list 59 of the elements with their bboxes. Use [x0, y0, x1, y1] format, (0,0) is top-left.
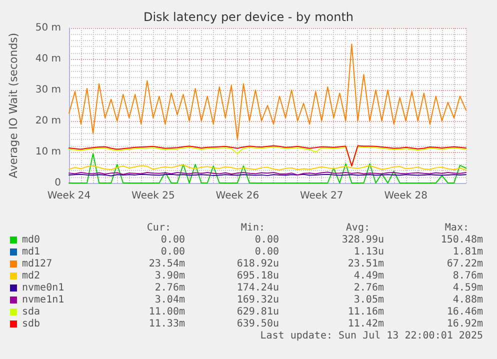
legend-label: md0	[22, 234, 40, 246]
text: 23.51m	[348, 258, 384, 270]
text: 16.46m	[446, 306, 483, 318]
legend-label: sdb	[22, 318, 40, 330]
text: 11.42m	[348, 318, 384, 330]
text: 3.05m	[354, 294, 384, 306]
y-tick-label: 30 m	[35, 84, 61, 96]
legend-label: sda	[22, 306, 40, 318]
text: Last update: Sun Jul 13 22:00:01 2025	[260, 330, 483, 342]
y-axis-title: Average IO Wait (seconds)	[7, 32, 20, 178]
text: 174.24u	[236, 282, 279, 294]
text: 150.48m	[440, 234, 483, 246]
text: 0.00	[254, 234, 279, 246]
text: 8.76m	[452, 270, 483, 282]
text: 0.00	[254, 246, 279, 258]
text: 4.88m	[452, 294, 483, 306]
y-tick-label: 10 m	[35, 146, 61, 158]
legend-label: md1	[22, 246, 40, 258]
text: 169.32u	[236, 294, 279, 306]
y-tick-label: 20 m	[35, 116, 61, 126]
x-tick-label: Week 24	[47, 190, 91, 202]
text: 629.81u	[236, 306, 279, 318]
text: 695.18u	[236, 270, 279, 282]
text: Avg:	[346, 222, 370, 234]
chart-title: Disk latency per device - by month	[143, 10, 354, 24]
x-tick-label: Week 28	[384, 190, 428, 202]
y-tick-label: 0	[54, 178, 61, 188]
text: 23.54m	[148, 258, 185, 270]
text: Max:	[444, 222, 469, 234]
text: Cur:	[146, 222, 171, 234]
text: 3.04m	[154, 294, 185, 306]
text: 3.90m	[154, 270, 185, 282]
y-tick-label: 50 m	[35, 22, 61, 34]
text: 2.76m	[154, 282, 185, 294]
legend-label: nvme1n1	[22, 294, 64, 306]
text: 4.49m	[354, 270, 384, 282]
text: 0.00	[160, 246, 185, 258]
text: 1.81m	[452, 246, 483, 258]
text: 2.76m	[354, 282, 384, 294]
text: Min:	[240, 222, 265, 234]
legend-label: md127	[22, 258, 52, 270]
text: 11.33m	[148, 318, 185, 330]
x-tick-label: Week 25	[132, 190, 175, 202]
y-tick-label: 40 m	[35, 54, 61, 64]
x-tick-label: Week 26	[216, 190, 260, 202]
text: 4.59m	[452, 282, 483, 294]
text: 618.92u	[236, 258, 279, 270]
text: 328.99u	[342, 234, 384, 246]
text: 16.92m	[446, 318, 483, 330]
legend-label: nvme0n1	[22, 282, 64, 294]
text: 11.00m	[148, 306, 185, 318]
legend-label: md2	[22, 270, 40, 282]
text: 11.16m	[348, 306, 384, 318]
text: 0.00	[160, 234, 185, 246]
text: 67.22m	[446, 258, 483, 270]
text: 1.13u	[354, 246, 384, 258]
text: 639.50u	[236, 318, 279, 330]
x-tick-label: Week 27	[300, 190, 344, 202]
line-series	[68, 44, 466, 140]
